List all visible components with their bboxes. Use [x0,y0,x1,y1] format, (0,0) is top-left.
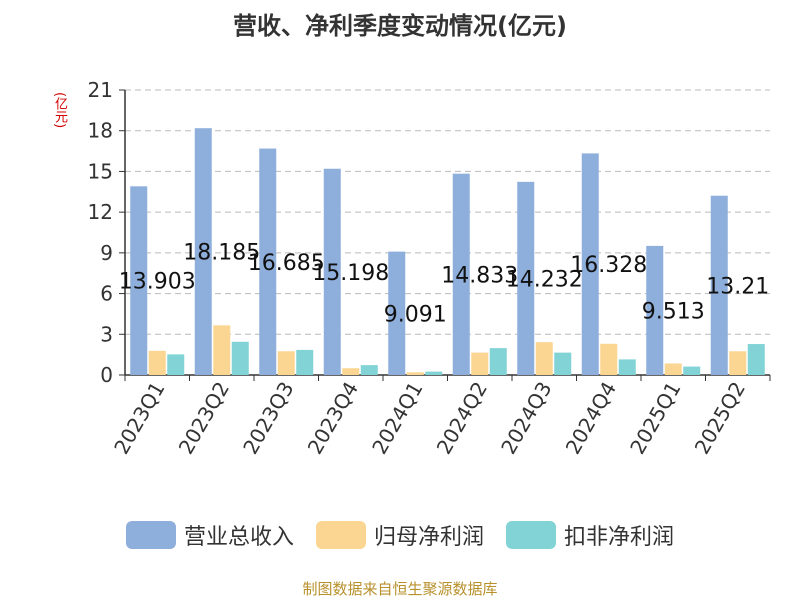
x-tick-label: 2023Q2 [174,378,234,459]
data-label: 13.903 [119,270,196,295]
data-label: 15.198 [312,261,389,286]
legend-label-revenue: 营业总收入 [183,525,294,550]
y-tick-label: 0 [100,363,113,387]
data-label: 9.513 [642,299,705,324]
bar [646,245,664,375]
bar [277,351,295,375]
bar [452,173,470,375]
x-tick-label: 2024Q3 [496,378,556,459]
x-tick-label: 2024Q2 [432,378,492,459]
bar [710,195,728,375]
y-tick-label: 12 [88,200,113,224]
y-axis-unit-label: (亿元) [52,92,67,129]
bar [581,153,599,375]
bar [489,348,507,375]
bar [342,368,360,375]
bar [600,343,618,375]
bar [213,325,231,375]
x-tick-label: 2024Q4 [561,378,621,459]
bar [130,186,148,375]
x-tick-label: 2024Q1 [367,378,427,459]
data-label: 18.185 [183,241,260,266]
data-label: 9.091 [384,302,447,327]
x-tick-label: 2023Q4 [303,378,363,459]
bar [259,148,277,375]
legend-item-revenue[interactable]: 营业总收入 [125,519,294,551]
x-tick-label: 2025Q1 [625,378,685,459]
x-tick-label: 2023Q3 [238,378,298,459]
legend-label-deducted-profit: 扣非净利润 [564,525,675,550]
data-label: 16.685 [248,251,325,276]
legend-swatch-deducted-profit [506,521,556,549]
data-label: 13.21 [706,274,769,299]
y-tick-label: 18 [88,119,113,143]
data-label: 14.232 [506,267,583,292]
legend-item-net-profit[interactable]: 归母净利润 [315,519,484,551]
y-tick-label: 6 [100,282,113,306]
legend-label-net-profit: 归母净利润 [373,525,484,550]
bar [388,251,406,375]
bar [167,354,185,375]
bar [664,363,682,375]
bar [406,372,424,375]
bar [517,181,535,375]
chart-title: 营收、净利季度变动情况(亿元) [233,12,567,40]
bar [554,352,572,375]
bar [471,352,489,375]
data-source-note: 制图数据来自恒生聚源数据库 [302,580,498,598]
legend-swatch-revenue [125,521,176,549]
x-tick-label: 2023Q1 [109,378,169,459]
bar [535,342,553,375]
y-tick-label: 3 [100,322,113,346]
bar [747,344,765,375]
legend-swatch-net-profit [315,521,366,549]
data-label: 16.328 [570,253,647,278]
bar [296,349,314,375]
bar [194,128,212,375]
y-tick-label: 15 [88,159,113,183]
x-tick-label: 2025Q2 [690,378,750,459]
bar [360,365,378,375]
y-tick-label: 21 [88,78,113,102]
bar [425,371,443,375]
bar [618,359,636,375]
bar [683,366,701,375]
bar [231,341,249,375]
bar [323,168,341,375]
data-label: 14.833 [441,263,518,288]
bar [729,351,747,375]
bar [148,350,166,375]
chart-legend: 营业总收入 归母净利润 扣非净利润 [0,519,800,551]
y-tick-label: 9 [100,241,113,265]
legend-item-deducted-profit[interactable]: 扣非净利润 [506,519,674,551]
